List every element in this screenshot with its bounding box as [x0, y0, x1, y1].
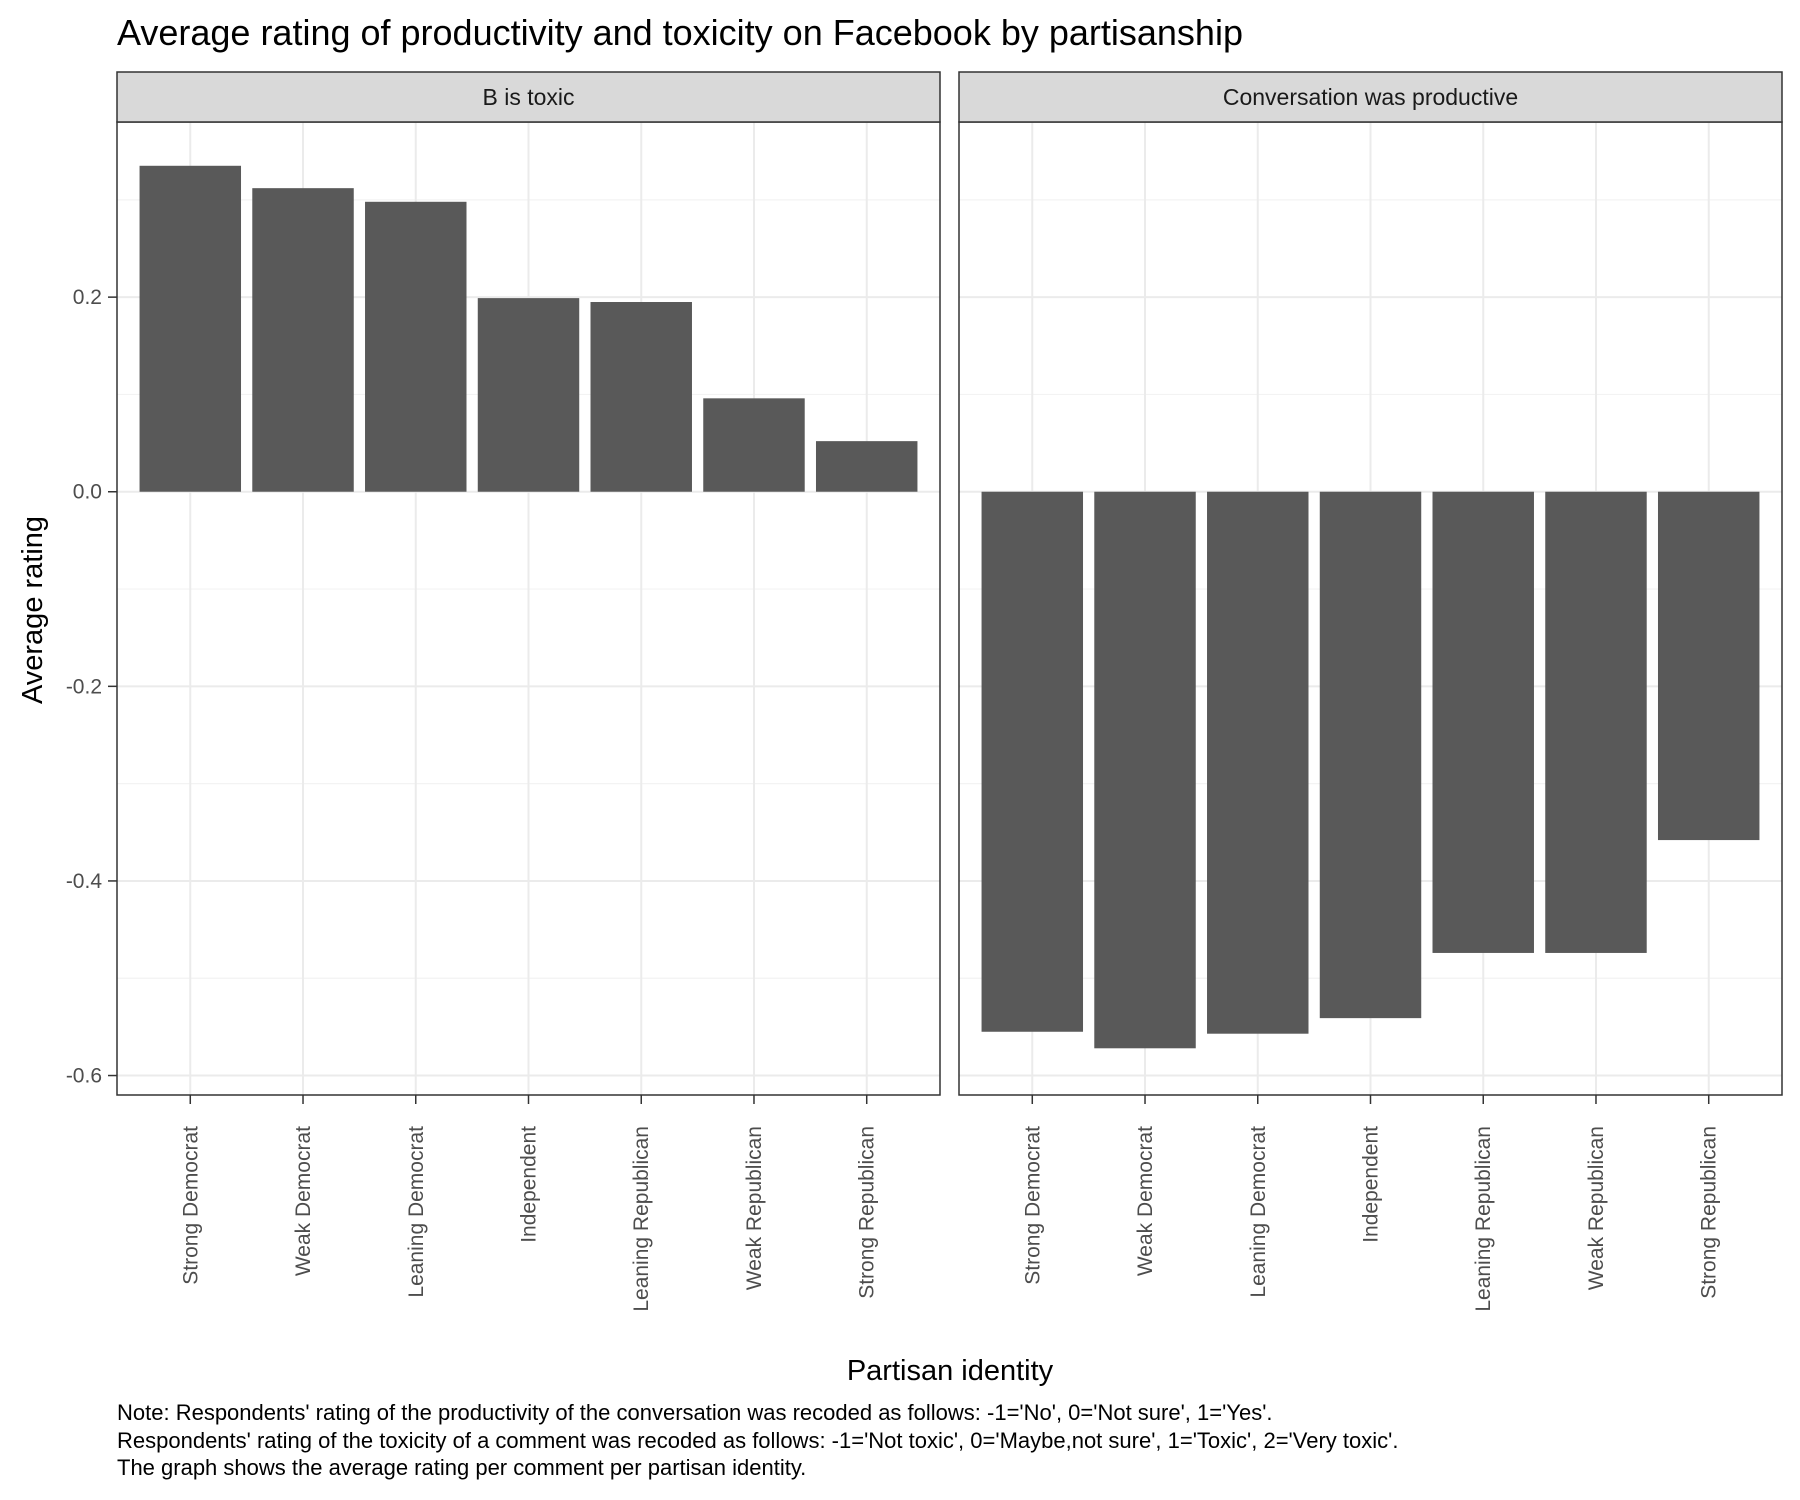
x-tick-label-independent: Independent [518, 1126, 541, 1243]
bar-b-is-toxic-leaning-republican [590, 302, 692, 492]
x-tick-label-leaning-republican: Leaning Republican [630, 1126, 653, 1312]
bar-conversation-was-productive-independent [1319, 491, 1422, 1019]
facet-strip [116, 71, 941, 123]
chart-title: Average rating of productivity and toxic… [117, 12, 1243, 53]
x-tick-label-leaning-republican: Leaning Republican [1472, 1126, 1495, 1312]
bar-conversation-was-productive-strong-republican [1657, 491, 1760, 841]
x-tick-label-weak-democrat: Weak Democrat [1134, 1126, 1157, 1276]
x-tick-label-leaning-democrat: Leaning Democrat [405, 1126, 428, 1298]
chart-note: Note: Respondents' rating of the product… [117, 1400, 1398, 1480]
bar-b-is-toxic-strong-republican [815, 441, 918, 492]
x-tick-label-strong-republican: Strong Republican [856, 1126, 879, 1299]
bar-conversation-was-productive-leaning-democrat [1207, 491, 1309, 1034]
facet-strip [958, 71, 1783, 123]
y-axis: 0.2 0.0 -0.2 -0.4 -0.6 [66, 286, 117, 1088]
facet-panel-b-is-toxic: B is toxic Strong Democrat Weak Democrat Le… [116, 71, 941, 1312]
bar-b-is-toxic-strong-democrat [139, 165, 242, 492]
x-tick-label-weak-republican: Weak Republican [1585, 1126, 1608, 1290]
y-tick-label: 0.0 [73, 481, 102, 504]
bar-b-is-toxic-independent [477, 298, 580, 492]
bar-b-is-toxic-weak-democrat [252, 188, 354, 492]
bar-conversation-was-productive-weak-democrat [1094, 491, 1196, 1049]
y-tick-label: 0.2 [73, 286, 102, 309]
note-line-2: Respondents' rating of the toxicity of a… [117, 1428, 1398, 1453]
y-axis-title: Average rating [17, 516, 49, 704]
y-tick-label: -0.6 [66, 1065, 102, 1088]
x-tick-label-strong-democrat: Strong Democrat [1021, 1126, 1044, 1285]
x-axis-title: Partisan identity [847, 1355, 1054, 1387]
x-tick-label-independent: Independent [1360, 1126, 1383, 1243]
x-tick-label-weak-democrat: Weak Democrat [292, 1126, 315, 1276]
facet-panel-conversation-was-productive: Conversation was productive Strong Democr… [958, 71, 1783, 1312]
x-tick-label-leaning-democrat: Leaning Democrat [1247, 1126, 1270, 1298]
x-tick-label-strong-republican: Strong Republican [1698, 1126, 1721, 1299]
facet-strip-label: B is toxic [482, 84, 574, 110]
x-tick-label-strong-democrat: Strong Democrat [179, 1126, 202, 1285]
bar-conversation-was-productive-leaning-republican [1432, 491, 1534, 953]
y-tick-label: -0.2 [66, 675, 102, 698]
y-tick-label: -0.4 [66, 870, 103, 893]
bar-conversation-was-productive-weak-republican [1545, 491, 1647, 953]
facet-strip-label: Conversation was productive [1223, 84, 1518, 110]
bar-b-is-toxic-leaning-democrat [365, 201, 467, 492]
bar-b-is-toxic-weak-republican [703, 398, 805, 492]
note-line-1: Note: Respondents' rating of the product… [117, 1400, 1273, 1425]
note-line-3: The graph shows the average rating per c… [117, 1455, 806, 1480]
x-tick-label-weak-republican: Weak Republican [743, 1126, 766, 1290]
bar-conversation-was-productive-strong-democrat [981, 491, 1084, 1032]
